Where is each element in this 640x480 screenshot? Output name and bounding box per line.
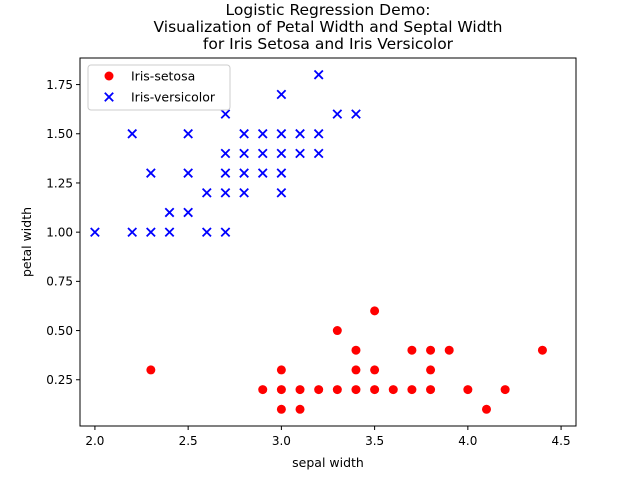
data-point-versicolor (257, 128, 268, 139)
data-point-setosa (407, 345, 417, 355)
plot-area-frame (79, 57, 577, 427)
x-axis-label: sepal width (292, 455, 364, 470)
data-point-versicolor (313, 148, 324, 159)
data-point-setosa (351, 365, 361, 375)
data-point-versicolor (127, 128, 138, 139)
data-point-setosa (276, 385, 286, 395)
data-point-versicolor (239, 148, 249, 159)
data-point-versicolor (146, 168, 156, 178)
data-point-setosa (388, 385, 398, 395)
legend-label-versicolor: Iris-versicolor (131, 90, 216, 105)
data-point-versicolor (276, 89, 287, 100)
x-tick-label: 2.5 (179, 434, 198, 448)
data-point-versicolor (183, 168, 193, 178)
data-point-versicolor (183, 128, 193, 139)
y-tick-label: 1.75 (46, 78, 73, 92)
data-point-versicolor (90, 227, 100, 237)
legend-marker-versicolor-x (104, 92, 114, 102)
data-point-setosa (500, 385, 510, 395)
data-point-setosa (146, 365, 156, 375)
data-point-versicolor (239, 128, 249, 139)
data-point-setosa (332, 326, 342, 336)
data-point-versicolor (220, 227, 231, 237)
data-point-versicolor (164, 227, 175, 237)
legend-frame (87, 64, 231, 111)
legend-marker-versicolor (104, 92, 114, 102)
data-point-setosa (407, 385, 417, 395)
y-tick-label: 1.00 (46, 225, 73, 239)
y-tick-label: 0.75 (46, 275, 73, 289)
data-point-versicolor (220, 168, 231, 178)
y-axis-label: petal width (19, 207, 34, 277)
data-point-setosa (370, 306, 380, 316)
data-point-versicolor (276, 187, 287, 198)
chart-legend: Iris-setosa Iris-versicolor (87, 64, 231, 111)
legend-label-setosa: Iris-setosa (131, 69, 195, 84)
data-point-setosa (463, 385, 473, 395)
data-point-setosa (444, 345, 454, 355)
data-point-setosa (537, 345, 547, 355)
data-point-setosa (276, 404, 286, 414)
data-point-versicolor (295, 128, 305, 139)
data-point-setosa (426, 385, 436, 395)
data-point-versicolor (220, 187, 231, 198)
data-point-setosa (351, 345, 361, 355)
data-point-versicolor (239, 187, 249, 198)
data-point-versicolor (276, 168, 287, 178)
data-point-versicolor (146, 227, 156, 237)
data-point-versicolor (276, 148, 287, 159)
y-tick-label: 1.50 (46, 127, 73, 141)
data-point-versicolor (276, 128, 287, 139)
data-point-versicolor (295, 148, 305, 159)
data-point-versicolor (201, 227, 212, 237)
data-point-setosa (426, 365, 436, 375)
data-point-versicolor (332, 109, 343, 119)
data-point-setosa (370, 365, 380, 375)
y-axis-ticks: 0.25 0.50 0.75 1.00 1.25 1.50 1.75 (46, 78, 80, 387)
data-point-setosa (351, 385, 361, 395)
data-point-versicolor (257, 168, 268, 178)
data-point-versicolor (164, 207, 175, 218)
chart-title: Logistic Regression Demo: Visualization … (154, 1, 503, 53)
data-point-setosa (314, 385, 324, 395)
x-tick-label: 3.0 (272, 434, 291, 448)
chart-title-line-1: Logistic Regression Demo: (226, 1, 431, 19)
data-point-versicolor (239, 168, 249, 178)
data-point-setosa (276, 365, 286, 375)
data-point-versicolor (220, 148, 231, 159)
data-point-versicolor (313, 128, 324, 139)
data-point-versicolor (257, 148, 268, 159)
data-point-setosa (258, 385, 268, 395)
x-tick-label: 3.5 (365, 434, 384, 448)
legend-marker-setosa (104, 71, 114, 81)
data-point-versicolor (313, 69, 324, 80)
chart-title-line-3: for Iris Setosa and Iris Versicolor (203, 35, 454, 53)
x-tick-label: 4.5 (552, 434, 571, 448)
x-axis-ticks: 2.0 2.5 3.0 3.5 4.0 4.5 (85, 426, 571, 448)
x-tick-label: 2.0 (85, 434, 104, 448)
x-tick-label: 4.0 (458, 434, 477, 448)
data-point-setosa (295, 385, 305, 395)
data-point-versicolor (201, 187, 212, 198)
chart-title-line-2: Visualization of Petal Width and Septal … (154, 18, 503, 36)
data-points (90, 69, 547, 414)
data-point-setosa (426, 345, 436, 355)
data-point-setosa (295, 404, 305, 414)
y-tick-label: 0.50 (46, 324, 73, 338)
y-tick-label: 0.25 (46, 373, 73, 387)
data-point-setosa (370, 385, 380, 395)
data-point-setosa (332, 385, 342, 395)
data-point-versicolor (183, 207, 193, 218)
y-tick-label: 1.25 (46, 176, 73, 190)
data-point-setosa (481, 404, 491, 414)
data-point-versicolor (220, 109, 231, 119)
data-point-versicolor (127, 227, 138, 237)
data-point-versicolor (351, 109, 361, 119)
